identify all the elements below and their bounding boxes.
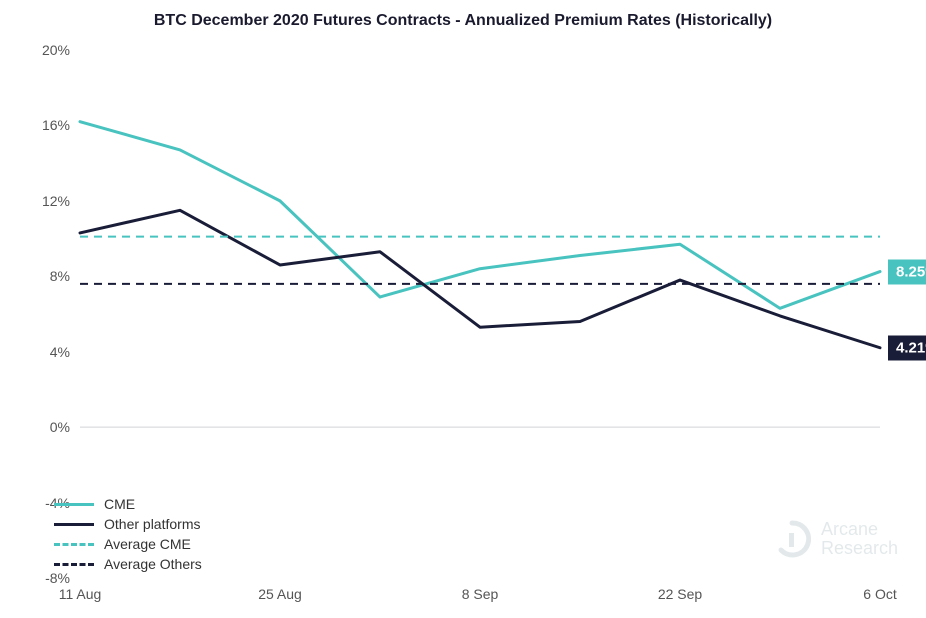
y-tick-label: 8% bbox=[50, 268, 70, 284]
legend-row: Other platforms bbox=[54, 516, 202, 532]
x-tick-label: 25 Aug bbox=[258, 586, 302, 602]
end-label-cme: 8.25% bbox=[888, 259, 926, 284]
legend-row: CME bbox=[54, 496, 202, 512]
legend-label: Average CME bbox=[104, 536, 191, 552]
y-tick-label: 20% bbox=[42, 42, 70, 58]
series-cme bbox=[80, 122, 880, 309]
x-tick-label: 22 Sep bbox=[658, 586, 702, 602]
legend-row: Average Others bbox=[54, 556, 202, 572]
series-other-platforms bbox=[80, 210, 880, 347]
y-tick-label: 0% bbox=[50, 419, 70, 435]
watermark-line1: Arcane bbox=[821, 520, 898, 539]
watermark-text: Arcane Research bbox=[821, 520, 898, 558]
y-tick-label: 16% bbox=[42, 117, 70, 133]
legend-label: Other platforms bbox=[104, 516, 200, 532]
legend-swatch bbox=[54, 523, 94, 526]
legend-label: CME bbox=[104, 496, 135, 512]
watermark-line2: Research bbox=[821, 539, 898, 558]
x-tick-label: 11 Aug bbox=[59, 586, 102, 602]
legend-label: Average Others bbox=[104, 556, 202, 572]
x-tick-label: 8 Sep bbox=[462, 586, 499, 602]
legend-swatch bbox=[54, 543, 94, 546]
end-label-other-platforms: 4.21% bbox=[888, 335, 926, 360]
x-tick-label: 6 Oct bbox=[863, 586, 896, 602]
y-tick-label: 12% bbox=[42, 193, 70, 209]
legend: CME Other platforms Average CME Average Oth… bbox=[54, 496, 202, 576]
y-tick-label: 4% bbox=[50, 344, 70, 360]
legend-swatch bbox=[54, 503, 94, 506]
chart-container: BTC December 2020 Futures Contracts - An… bbox=[0, 0, 926, 618]
watermark: Arcane Research bbox=[773, 520, 898, 558]
legend-swatch bbox=[54, 563, 94, 566]
watermark-icon bbox=[773, 520, 811, 558]
chart-title: BTC December 2020 Futures Contracts - An… bbox=[0, 12, 926, 30]
legend-row: Average CME bbox=[54, 536, 202, 552]
